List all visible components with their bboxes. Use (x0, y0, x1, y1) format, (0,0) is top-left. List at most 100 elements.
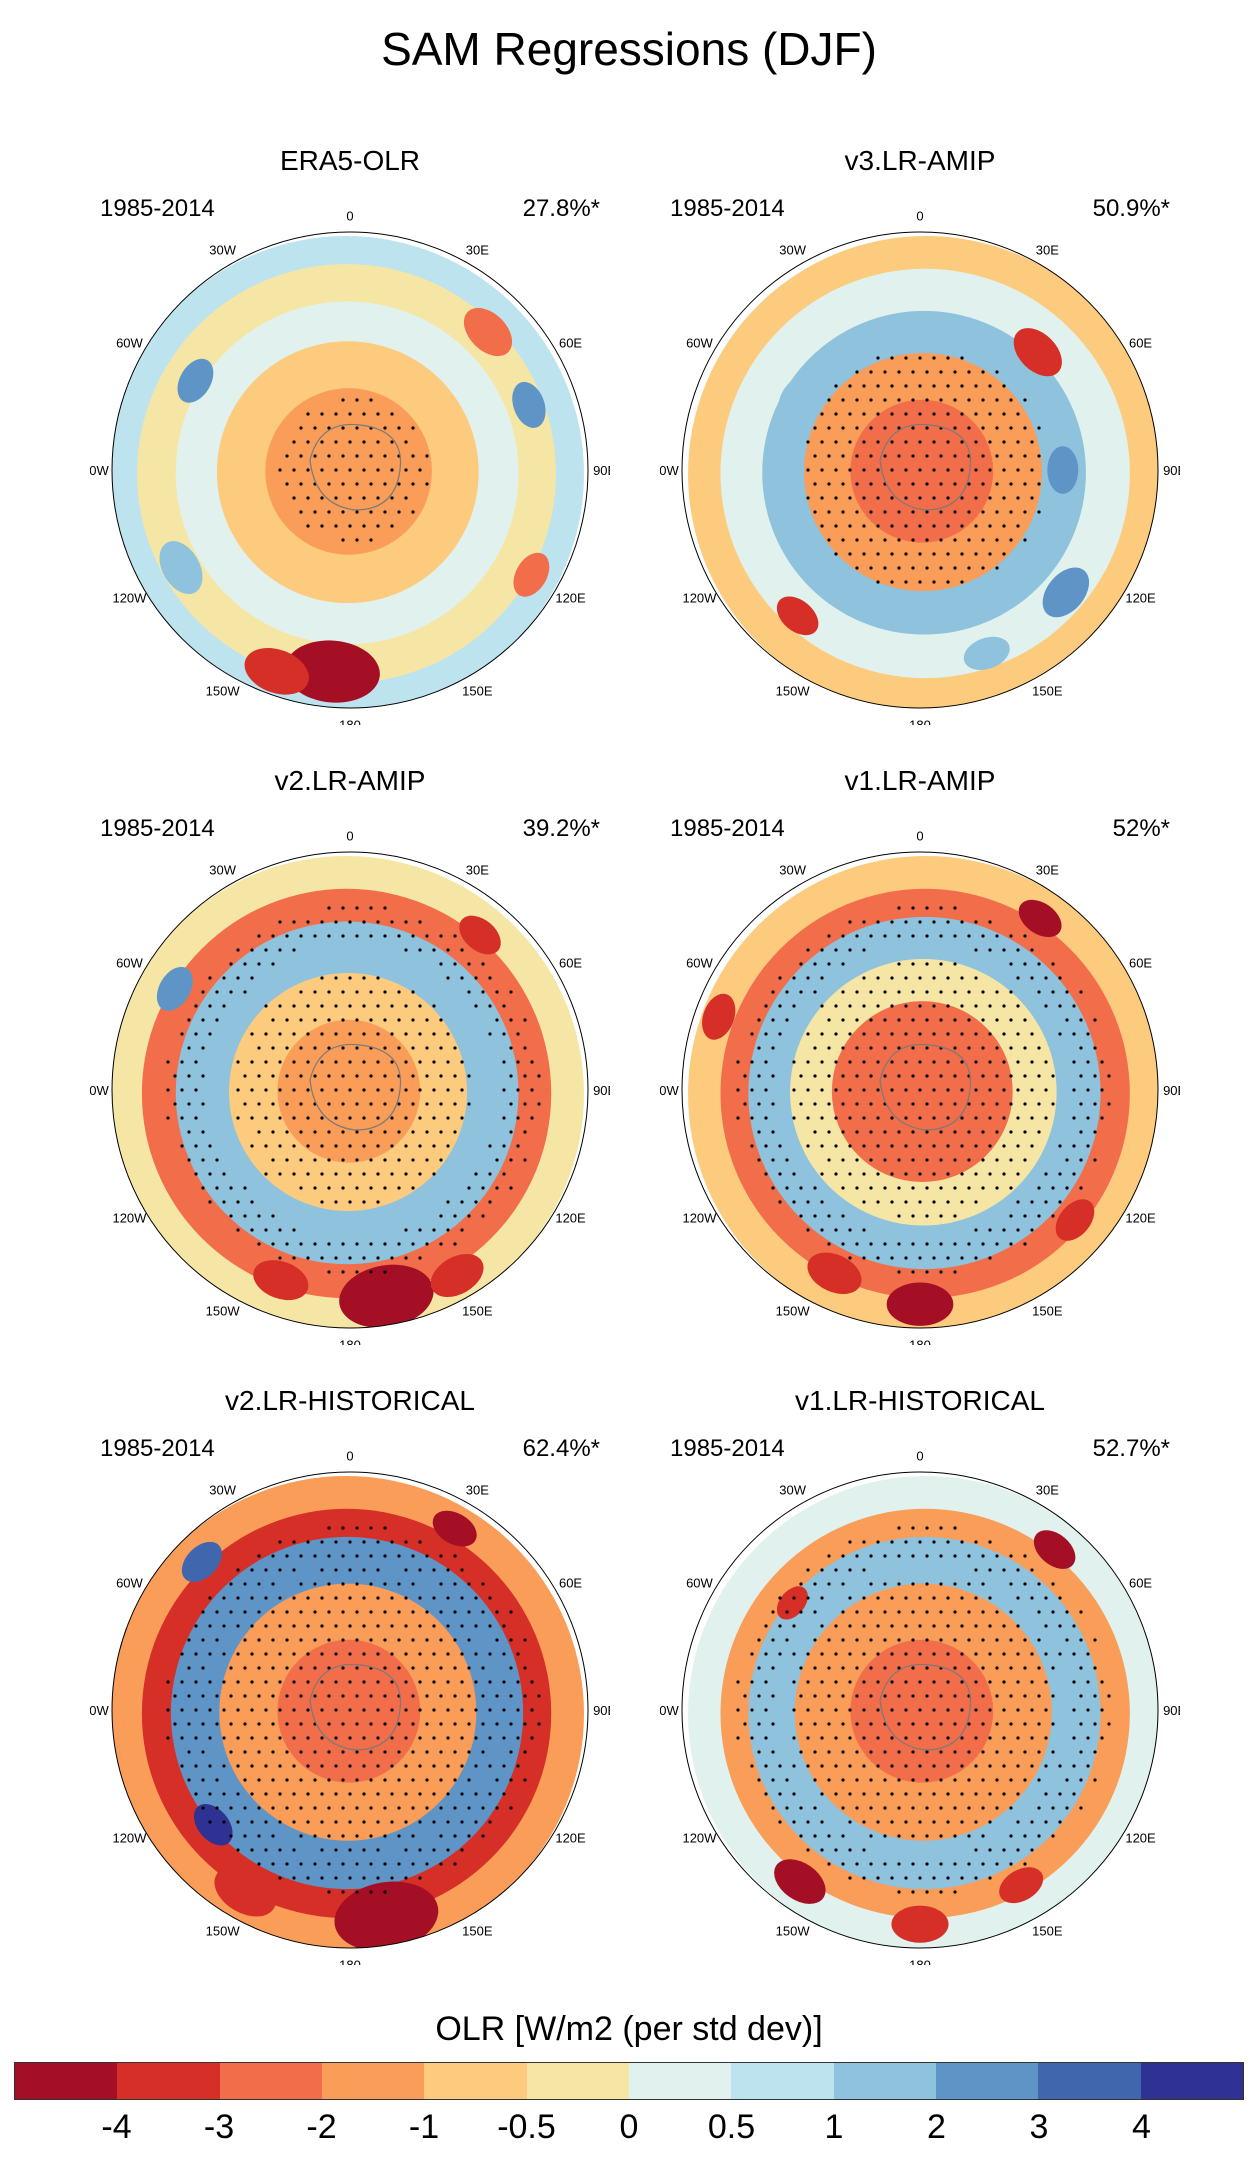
longitude-label: 150W (776, 684, 811, 699)
anomaly-patch (512, 381, 546, 428)
longitude-label: 150W (206, 1304, 241, 1319)
antarctica-coastline (309, 1043, 402, 1131)
variance-label: 52%* (1112, 815, 1170, 842)
longitude-label: 150W (206, 684, 241, 699)
longitude-label: 30W (209, 242, 236, 257)
period-label: 1985-2014 (100, 1435, 215, 1462)
longitude-label: 30W (209, 1482, 236, 1497)
antarctica-coastline (309, 1663, 402, 1751)
anomaly-patch (432, 1510, 477, 1547)
longitude-label: 180 (339, 718, 361, 725)
antarctica-coastline (309, 423, 402, 511)
longitude-label: 150W (206, 1924, 241, 1939)
longitude-label: 120W (112, 1830, 147, 1845)
variance-label: 52.7%* (1092, 1435, 1170, 1462)
contour-band (850, 399, 994, 543)
olr-field (112, 236, 584, 708)
anomaly-patch (463, 307, 513, 357)
colorbar-segment (731, 2063, 834, 2099)
period-label: 1985-2014 (670, 195, 785, 222)
colorbar-tick-label: 3 (1029, 2108, 1049, 2146)
longitude-label: 90W (660, 1703, 679, 1718)
longitude-label: 150W (776, 1304, 811, 1319)
longitude-label: 60W (116, 1576, 143, 1591)
longitude-label: 0 (346, 828, 353, 843)
colorbar-segment (1038, 2063, 1141, 2099)
olr-field (688, 856, 1158, 1328)
anomaly-patch (339, 1264, 434, 1328)
longitude-label: 30W (779, 862, 806, 877)
colorbar-tick-label: -0.5 (497, 2108, 556, 2146)
colorbar-tick-label: 0.5 (707, 2108, 756, 2146)
longitude-label: 60E (559, 956, 582, 971)
longitude-label: 120W (682, 1210, 717, 1225)
anomaly-patch (284, 640, 380, 703)
longitude-label: 150E (462, 684, 493, 699)
anomaly-patch (702, 993, 736, 1040)
anomaly-patch (430, 1253, 484, 1298)
anomaly-patch (999, 1867, 1044, 1904)
anomaly-patch (513, 552, 550, 597)
variance-label: 27.8%* (522, 195, 600, 222)
longitude-label: 120E (555, 1210, 586, 1225)
longitude-label: 30E (466, 1482, 489, 1497)
panel-title: v1.LR-HISTORICAL (795, 1385, 1045, 1416)
longitude-label: 60W (116, 956, 143, 971)
panel-title: v3.LR-AMIP (844, 145, 996, 176)
antarctica-coastline (879, 423, 972, 511)
map-panel-v1-amip: 0 30E 60E 90E 120E 150E 180 150W 120W 90W 60W 30W v… (660, 765, 1180, 1345)
colorbar-tick-label: -2 (306, 2108, 337, 2146)
antarctica-coastline (879, 1043, 972, 1131)
anomaly-patch (774, 1859, 826, 1904)
longitude-label: 90E (593, 1703, 610, 1718)
period-label: 1985-2014 (670, 815, 785, 842)
significance-stippling (736, 906, 1111, 1274)
map-boundary (111, 1471, 589, 1949)
anomaly-patch (1042, 567, 1090, 618)
longitude-label: 90E (593, 463, 610, 478)
longitude-label: 0 (346, 208, 353, 223)
anomaly-patch (963, 636, 1010, 671)
longitude-label: 30E (1036, 862, 1059, 877)
anomaly-patch (177, 358, 214, 403)
longitude-label: 60W (116, 336, 143, 351)
anomaly-patch (891, 1905, 949, 1943)
longitude-label: 30E (1036, 242, 1059, 257)
period-label: 1985-2014 (670, 1435, 785, 1462)
anomaly-patch (193, 1803, 233, 1846)
longitude-label: 90E (1163, 1703, 1180, 1718)
longitude-label: 150W (776, 1924, 811, 1939)
longitude-label: 60E (559, 336, 582, 351)
longitude-label: 180 (339, 1958, 361, 1965)
longitude-label: 180 (339, 1338, 361, 1345)
longitude-label: 180 (909, 1338, 931, 1345)
anomaly-patch (459, 915, 501, 955)
colorbar-segment (424, 2063, 527, 2099)
olr-field (112, 856, 584, 1328)
variance-label: 39.2%* (522, 815, 600, 842)
longitude-label: 120E (1125, 1210, 1156, 1225)
antarctica-coastline (879, 1663, 972, 1751)
olr-field (688, 1476, 1158, 1948)
longitude-label: 120E (555, 590, 586, 605)
longitude-label: 90E (1163, 1083, 1180, 1098)
colorbar-segment (321, 2063, 425, 2099)
longitude-label: 0 (916, 1448, 923, 1463)
anomaly-patch (156, 966, 193, 1011)
contour-band (277, 1019, 421, 1163)
longitude-label: 30W (209, 862, 236, 877)
panel-title: ERA5-OLR (279, 145, 421, 176)
longitude-label: 60W (686, 956, 713, 971)
colorbar-tick-label: -1 (408, 2108, 440, 2146)
panel-title: v2.LR-AMIP (274, 765, 426, 796)
longitude-label: 0 (916, 828, 923, 843)
anomaly-patch (807, 1252, 862, 1295)
anomaly-patch (253, 1260, 309, 1301)
longitude-label: 120W (682, 1830, 717, 1845)
colorbar-segment (833, 2063, 936, 2099)
longitude-label: 60E (1129, 956, 1152, 971)
longitude-label: 60E (559, 1576, 582, 1591)
anomaly-patch (886, 1282, 954, 1326)
map-panel-v2-historical: 0 30E 60E 90E 120E 150E 180 150W 120W 90W 60W 30W v… (90, 1385, 610, 1965)
longitude-label: 30W (779, 242, 806, 257)
